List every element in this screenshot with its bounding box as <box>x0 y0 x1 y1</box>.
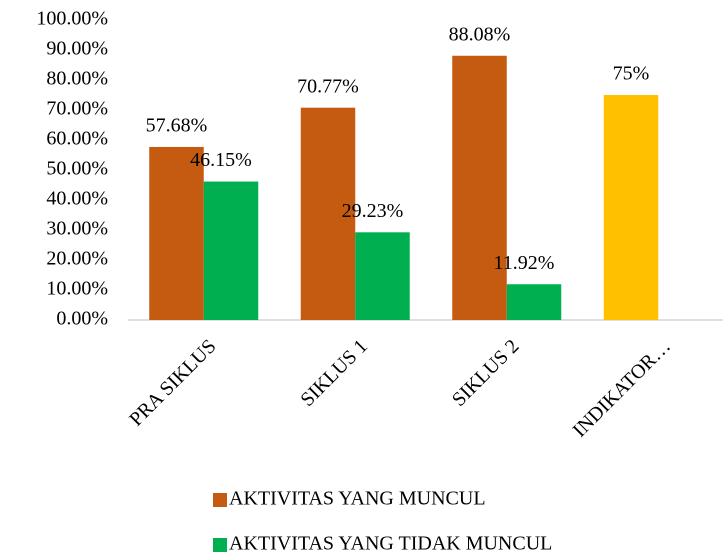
data-label: 29.23% <box>342 200 404 222</box>
x-tick-label: SIKLUS 1 <box>296 335 372 411</box>
legend-swatch <box>213 538 227 552</box>
y-tick-label: 100.00% <box>36 8 108 30</box>
legend-label: AKTIVITAS YANG TIDAK MUNCUL <box>229 533 552 555</box>
y-tick-label: 80.00% <box>46 68 108 90</box>
bar <box>452 55 507 320</box>
y-tick-label: 70.00% <box>46 98 108 120</box>
data-label: 88.08% <box>449 23 511 45</box>
bar <box>149 146 204 320</box>
data-label: 57.68% <box>146 115 208 137</box>
bar <box>355 232 410 320</box>
data-label: 75% <box>613 63 650 85</box>
y-tick-label: 90.00% <box>46 38 108 60</box>
y-tick-label: 40.00% <box>46 188 108 210</box>
x-tick-label: INDIKATOR… <box>569 335 675 441</box>
y-tick-label: 20.00% <box>46 248 108 270</box>
bar <box>203 181 259 320</box>
x-tick-label: SIKLUS 2 <box>448 335 524 411</box>
data-label: 46.15% <box>190 149 252 171</box>
y-tick-label: 50.00% <box>46 158 108 180</box>
legend-swatch <box>213 493 227 507</box>
data-label: 11.92% <box>494 252 555 274</box>
y-tick-label: 0.00% <box>56 308 108 330</box>
legend-label: AKTIVITAS YANG MUNCUL <box>229 488 486 510</box>
bar <box>506 284 562 320</box>
bar <box>300 107 356 320</box>
y-tick-label: 30.00% <box>46 218 108 240</box>
x-tick-label: PRA SIKLUS <box>125 335 220 430</box>
y-tick-label: 10.00% <box>46 278 108 300</box>
y-tick-label: 60.00% <box>46 128 108 150</box>
bar <box>603 95 659 320</box>
data-label: 70.77% <box>297 75 359 97</box>
